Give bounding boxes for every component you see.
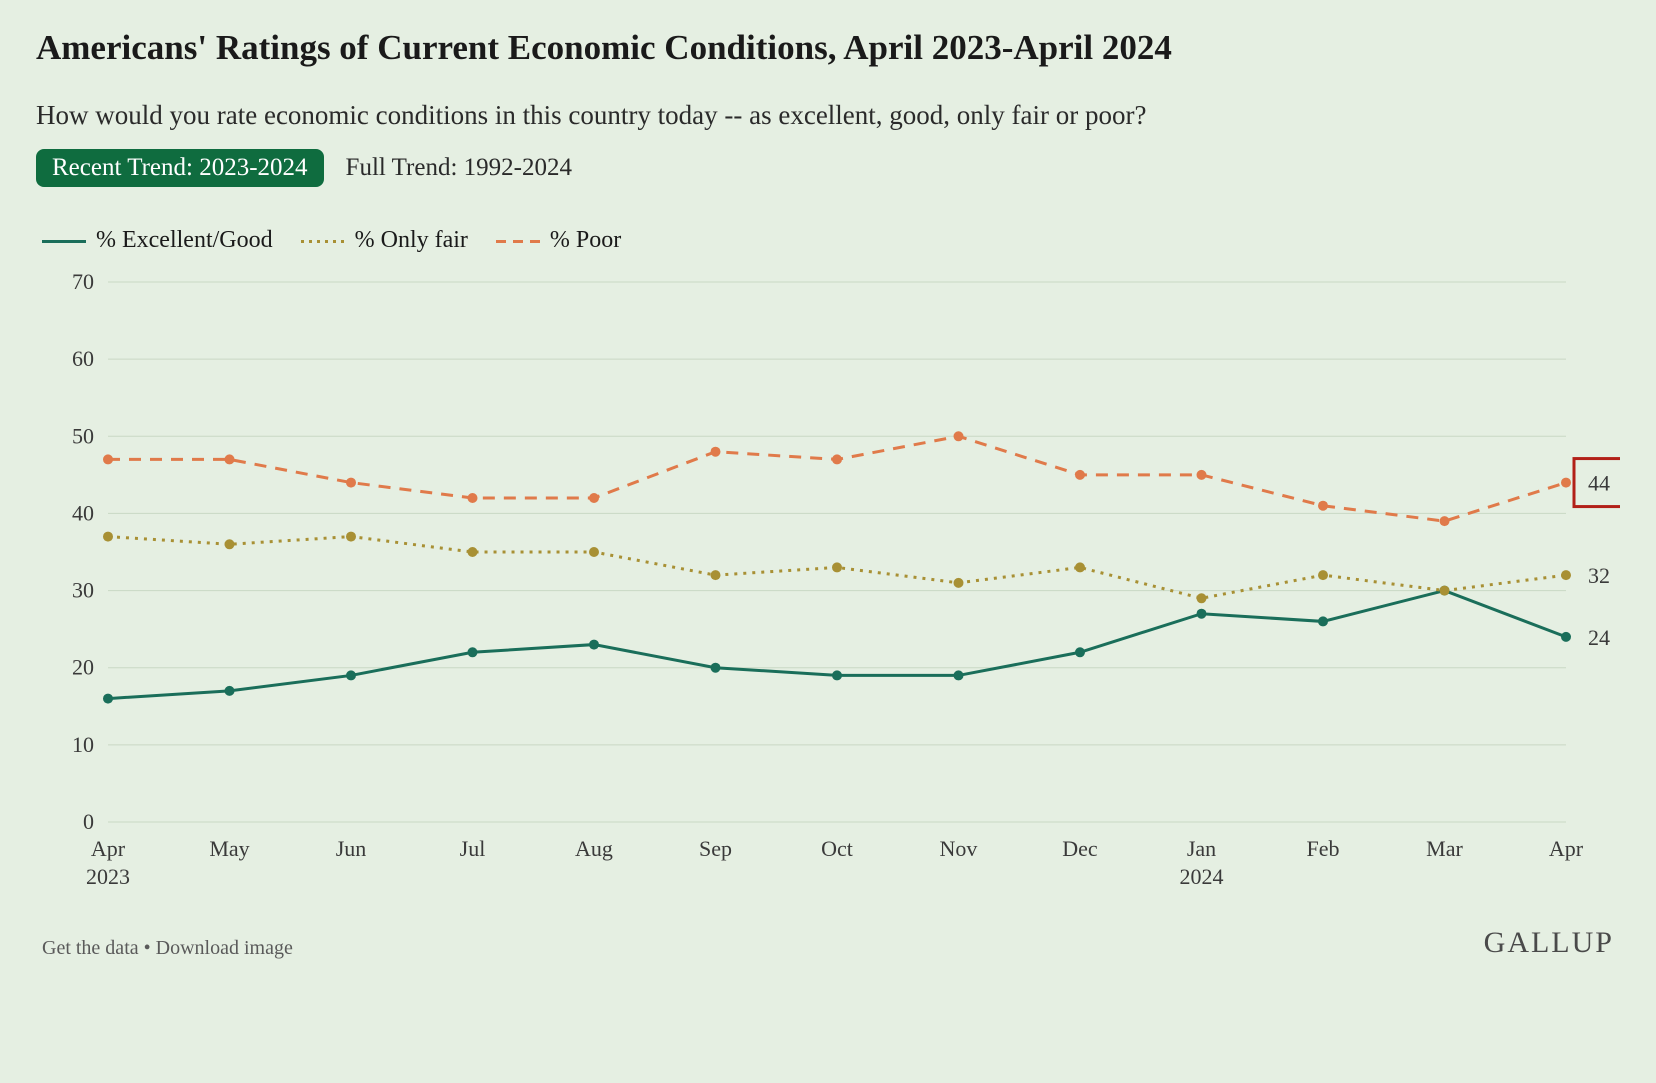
svg-text:60: 60 — [72, 346, 94, 371]
get-data-link[interactable]: Get the data — [42, 937, 139, 959]
legend-item-poor: % Poor — [496, 227, 621, 254]
svg-text:40: 40 — [72, 500, 94, 525]
gallup-logo: GALLUP — [1484, 926, 1614, 960]
line-chart: 0 10 20 30 40 50 60 70 Apr 2023 May Jun Jul Aug Sep Oct… — [36, 272, 1620, 902]
chart-area: 0 10 20 30 40 50 60 70 Apr 2023 May Jun Jul Aug Sep Oct… — [36, 272, 1620, 902]
tab-full-trend[interactable]: Full Trend: 1992-2024 — [346, 154, 572, 182]
tab-recent-trend[interactable]: Recent Trend: 2023-2024 — [36, 149, 324, 187]
download-image-link[interactable]: Download image — [156, 937, 293, 959]
svg-text:2023: 2023 — [86, 864, 130, 889]
svg-text:Feb: Feb — [1307, 836, 1340, 861]
svg-text:Apr: Apr — [1549, 836, 1584, 861]
chart-legend: % Excellent/Good % Only fair % Poor — [36, 227, 1620, 254]
svg-text:24: 24 — [1588, 625, 1610, 650]
svg-text:44: 44 — [1588, 471, 1610, 496]
svg-text:Nov: Nov — [940, 836, 978, 861]
legend-swatch-dotted — [301, 239, 345, 243]
svg-text:70: 70 — [72, 272, 94, 294]
footer-links: Get the data • Download image — [42, 937, 293, 960]
svg-text:Sep: Sep — [699, 836, 732, 861]
trend-tabs: Recent Trend: 2023-2024 Full Trend: 1992… — [36, 149, 1620, 187]
legend-label: % Only fair — [355, 227, 468, 254]
svg-text:50: 50 — [72, 423, 94, 448]
svg-text:30: 30 — [72, 578, 94, 603]
svg-text:Jun: Jun — [336, 836, 367, 861]
legend-item-excellent-good: % Excellent/Good — [42, 227, 273, 254]
svg-text:20: 20 — [72, 655, 94, 680]
svg-text:Oct: Oct — [821, 836, 853, 861]
legend-item-only-fair: % Only fair — [301, 227, 468, 254]
legend-label: % Poor — [550, 227, 621, 254]
chart-subtitle: How would you rate economic conditions i… — [36, 100, 1620, 131]
legend-swatch-dashed — [496, 239, 540, 243]
chart-footer: Get the data • Download image GALLUP — [36, 926, 1620, 960]
svg-text:2024: 2024 — [1180, 864, 1224, 889]
legend-swatch-solid — [42, 239, 86, 243]
svg-text:10: 10 — [72, 732, 94, 757]
svg-text:Aug: Aug — [575, 836, 613, 861]
svg-text:Dec: Dec — [1062, 836, 1098, 861]
footer-separator: • — [144, 937, 156, 959]
svg-text:32: 32 — [1588, 563, 1610, 588]
svg-text:May: May — [209, 836, 249, 861]
chart-title: Americans' Ratings of Current Economic C… — [36, 28, 1620, 68]
svg-text:Jan: Jan — [1187, 836, 1216, 861]
svg-text:0: 0 — [83, 809, 94, 834]
svg-text:Apr: Apr — [91, 836, 126, 861]
legend-label: % Excellent/Good — [96, 227, 273, 254]
svg-text:Mar: Mar — [1426, 836, 1463, 861]
svg-text:Jul: Jul — [460, 836, 486, 861]
